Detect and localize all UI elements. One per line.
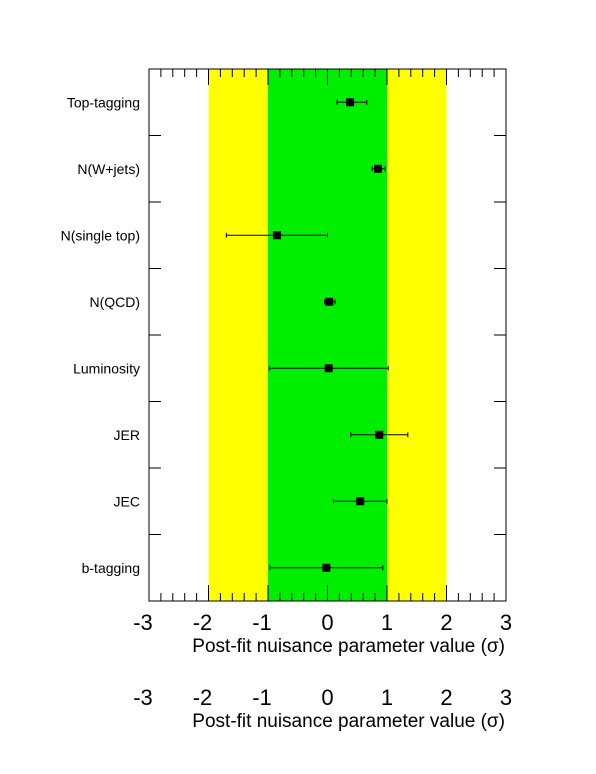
x-tick-label: -2 (193, 610, 213, 635)
x-tick-label: 0 (321, 610, 333, 635)
data-point (324, 297, 336, 306)
x-tick-label: -1 (252, 610, 272, 635)
category-label: N(QCD) (89, 294, 140, 310)
data-point (350, 430, 409, 439)
secondary-x-tick-label: -1 (252, 685, 272, 710)
data-points (225, 98, 409, 572)
point-marker (346, 98, 355, 107)
point-marker (325, 297, 334, 306)
point-marker (374, 164, 383, 173)
one-sigma-band (268, 69, 387, 601)
secondary-x-tick-label: -3 (133, 685, 153, 710)
category-label: JEC (114, 493, 140, 509)
secondary-x-tick-label: 2 (440, 685, 452, 710)
x-tick-label: 1 (381, 610, 393, 635)
secondary-x-tick-label: 0 (321, 685, 333, 710)
category-label: N(single top) (61, 227, 140, 243)
point-marker (324, 364, 333, 373)
sigma-bands (208, 69, 447, 601)
point-marker (356, 497, 365, 506)
secondary-x-tick-label: 3 (500, 685, 512, 710)
x-axis-title: Post-fit nuisance parameter value (σ) (192, 636, 505, 657)
secondary-x-tick-labels: -3 -2 -1 0 1 2 3 (133, 685, 512, 710)
point-marker (322, 563, 331, 572)
data-point (336, 98, 368, 107)
category-label: N(W+jets) (77, 161, 140, 177)
secondary-x-tick-label: -2 (193, 685, 213, 710)
data-point (269, 563, 384, 572)
secondary-x-axis-title: Post-fit nuisance parameter value (σ) (192, 711, 505, 732)
category-label: b-tagging (82, 560, 140, 576)
category-label: Top-tagging (67, 94, 140, 110)
category-labels: Top-tagging N(W+jets) N(single top) N(QCD) L… (61, 94, 140, 576)
secondary-x-tick-label: 1 (381, 685, 393, 710)
point-marker (375, 430, 384, 439)
axis-ticks (148, 69, 507, 601)
category-label: Luminosity (73, 360, 140, 376)
data-point (225, 231, 328, 240)
point-marker (272, 231, 281, 240)
x-tick-labels: -3 -2 -1 0 1 2 3 (133, 610, 512, 635)
data-point (332, 497, 388, 506)
category-label: JER (114, 427, 140, 443)
data-point (268, 364, 389, 373)
x-tick-label: 3 (500, 610, 512, 635)
x-tick-label: -3 (133, 610, 153, 635)
x-tick-label: 2 (440, 610, 452, 635)
data-point (371, 164, 386, 173)
